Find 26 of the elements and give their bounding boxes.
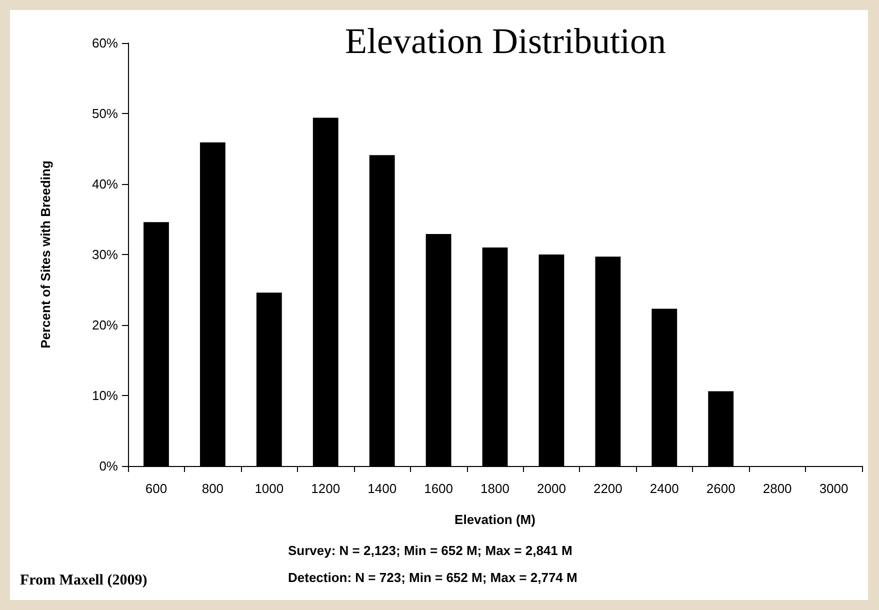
x-tick-label: 1000 (254, 481, 284, 496)
x-axis-title: Elevation (M) (454, 512, 536, 527)
text: From Maxell (2009) (20, 572, 148, 588)
text: Survey: N = 2,123; Min = 652 M; Max = 2,841 M (288, 543, 572, 558)
y-tick-label: 30% (92, 247, 118, 262)
y-axis-title: Percent of Sites with Breeding (38, 160, 53, 348)
x-tick-label: 2600 (706, 481, 736, 496)
x-tick-label: 1200 (311, 481, 340, 496)
x-tick-label: 2800 (762, 481, 792, 496)
y-tick-label: 40% (92, 176, 118, 192)
x-tick-label: 2200 (593, 481, 622, 496)
y-tick-label: 10% (92, 388, 118, 403)
chart-title: Elevation Distribution (345, 21, 666, 61)
x-tick-label: 600 (145, 481, 168, 496)
x-tick-label: 2000 (537, 481, 566, 496)
x-tick-label: 1600 (424, 481, 453, 496)
y-tick-label: 20% (92, 318, 118, 332)
x-tick-label: 2400 (650, 481, 679, 496)
x-tick-label: 1800 (480, 481, 510, 496)
y-tick-label: 0% (99, 458, 118, 474)
x-tick-label: 3000 (819, 481, 848, 496)
text: Detection: N = 723; Min = 652 M; Max = 2,774 M (288, 570, 578, 585)
y-tick-label: 60% (92, 36, 118, 50)
x-tick-label: 800 (202, 481, 224, 496)
x-tick-label: 1400 (368, 481, 397, 496)
y-tick-label: 50% (92, 106, 118, 121)
